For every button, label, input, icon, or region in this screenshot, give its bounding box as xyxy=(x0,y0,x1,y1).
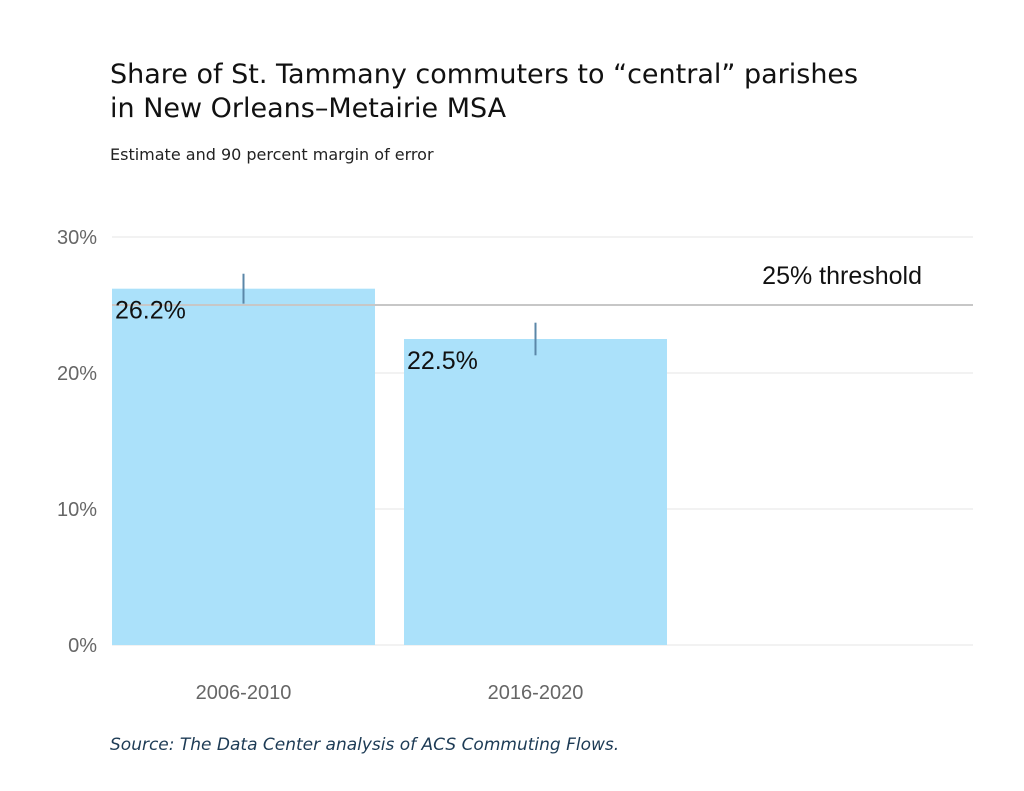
chart-title: Share of St. Tammany commuters to “centr… xyxy=(110,58,858,126)
data-label: 22.5% xyxy=(407,347,478,375)
x-tick-label: 2016-2020 xyxy=(488,682,584,704)
y-tick-label: 0% xyxy=(68,635,97,657)
chart-subtitle: Estimate and 90 percent margin of error xyxy=(110,145,434,164)
y-tick-label: 20% xyxy=(57,363,97,385)
y-tick-label: 10% xyxy=(57,499,97,521)
bar xyxy=(112,288,375,645)
threshold-label: 25% threshold xyxy=(762,262,922,290)
data-label: 26.2% xyxy=(115,297,186,325)
chart-title-line-1: Share of St. Tammany commuters to “centr… xyxy=(110,59,859,90)
source-note: Source: The Data Center analysis of ACS … xyxy=(110,735,620,755)
x-tick-label: 2006-2010 xyxy=(196,682,292,704)
y-tick-label: 30% xyxy=(57,227,97,249)
chart-title-line-2: in New Orleans–Metairie MSA xyxy=(110,93,507,124)
bar xyxy=(404,339,667,645)
